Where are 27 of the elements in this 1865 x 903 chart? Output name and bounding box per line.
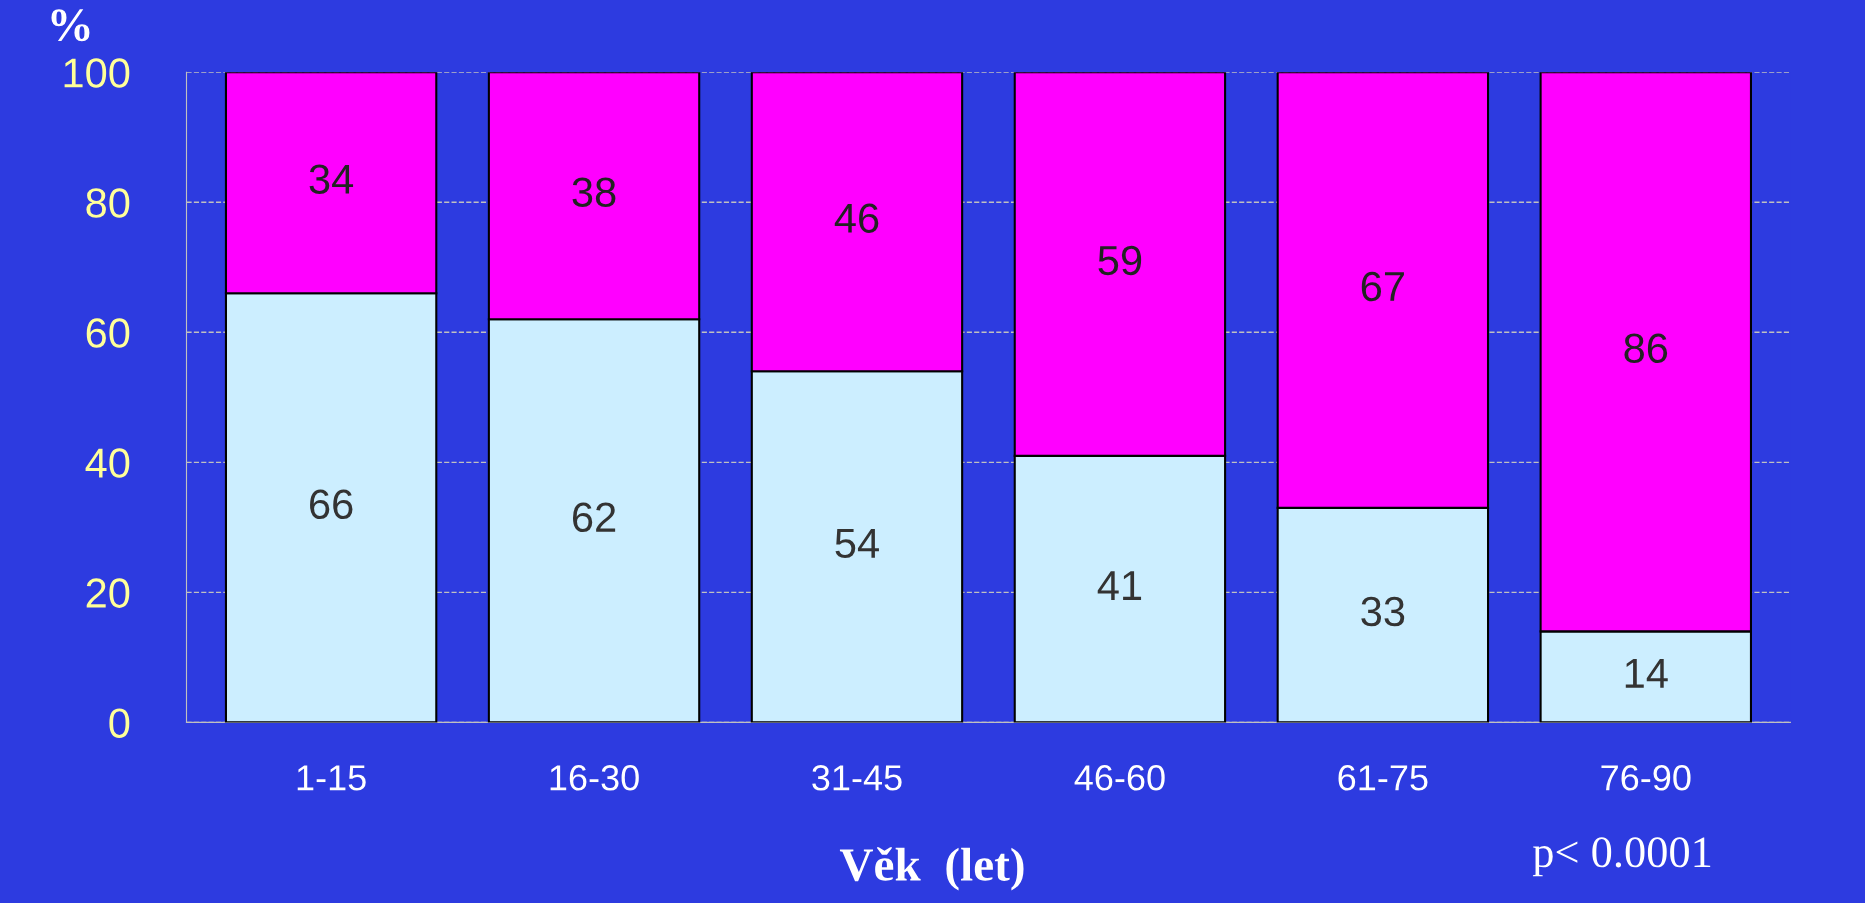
data-label: 38 <box>572 177 616 207</box>
data-label: 62 <box>572 502 616 533</box>
data-label: 46 <box>834 203 879 233</box>
y-tick-label: 0 <box>109 708 130 738</box>
y-tick-label: 80 <box>86 188 130 218</box>
data-label: 33 <box>1361 596 1405 627</box>
data-label: 34 <box>309 164 354 194</box>
y-tick-label: 40 <box>85 448 130 478</box>
y-axis-title: % <box>51 9 90 42</box>
y-tick-label: 60 <box>86 318 130 348</box>
data-label: 14 <box>1625 659 1668 688</box>
x-tick-label: 61-75 <box>1338 765 1428 791</box>
text: p< 0.0001 <box>1532 837 1711 877</box>
y-tick-label: 20 <box>86 578 130 608</box>
data-label: 54 <box>835 528 879 559</box>
x-tick-label: 31-45 <box>812 765 902 791</box>
data-label: 67 <box>1361 271 1404 302</box>
x-tick-label: 46-60 <box>1074 765 1165 791</box>
data-label: 66 <box>310 489 353 520</box>
data-label: 59 <box>1098 245 1142 276</box>
x-tick-label: 76-90 <box>1601 765 1691 791</box>
data-label: 41 <box>1097 571 1142 600</box>
data-label: 86 <box>1624 333 1668 363</box>
x-tick-label: 1-15 <box>297 765 366 791</box>
x-tick-label: 16-30 <box>550 765 639 791</box>
x-axis-title: Věk (let) <box>839 847 1024 891</box>
y-tick-label: 100 <box>64 58 130 88</box>
